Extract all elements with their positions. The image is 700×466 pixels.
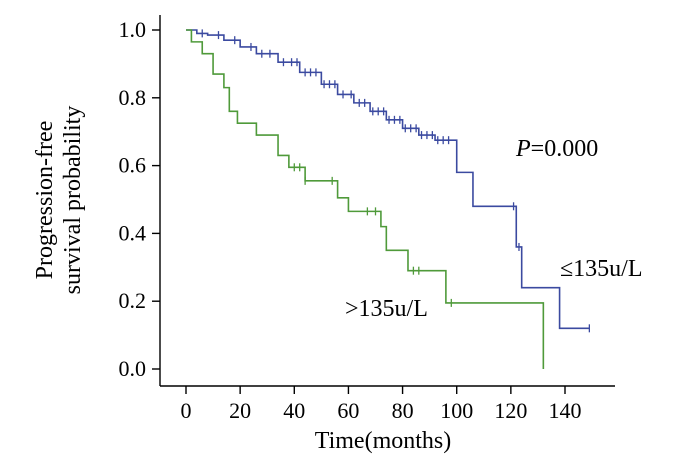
y-ticks: 0.0 0.2 0.4 0.6 0.8 1.0 (119, 17, 160, 381)
series-low-ldh-curve (186, 29, 590, 330)
x-tick-label: 120 (494, 398, 527, 423)
y-axis-label-line-1: Progression-free (32, 121, 58, 280)
series-label-low-ldh: ≤135u/L (560, 256, 643, 282)
p-value-prefix: P (515, 136, 531, 162)
y-tick-label: 1.0 (119, 17, 147, 42)
p-value-number: =0.000 (531, 136, 599, 162)
x-tick-label: 140 (549, 398, 582, 423)
x-tick-label: 60 (337, 398, 359, 423)
axes (159, 15, 615, 387)
x-tick-label: 20 (229, 398, 251, 423)
x-tick-label: 80 (392, 398, 414, 423)
y-tick-label: 0.2 (119, 288, 147, 313)
x-tick-label: 100 (440, 398, 473, 423)
x-tick-label: 40 (283, 398, 305, 423)
p-value-annotation: P=0.000 (515, 136, 598, 162)
x-axis-label: Time(months) (315, 428, 451, 454)
survival-curves (186, 29, 591, 369)
y-tick-label: 0.0 (119, 356, 147, 381)
x-ticks: 0 20 40 60 80 100 120 140 (181, 386, 582, 423)
series-high-ldh-curve (186, 29, 545, 369)
y-axis-label-line-2: survival probability (60, 106, 86, 295)
y-tick-label: 0.6 (119, 153, 147, 178)
x-tick-label: 0 (181, 398, 192, 423)
y-tick-label: 0.8 (119, 85, 147, 110)
series-label-high-ldh: >135u/L (345, 296, 428, 322)
y-axis-label: Progression-free survival probability (32, 106, 86, 295)
y-tick-label: 0.4 (119, 220, 147, 245)
